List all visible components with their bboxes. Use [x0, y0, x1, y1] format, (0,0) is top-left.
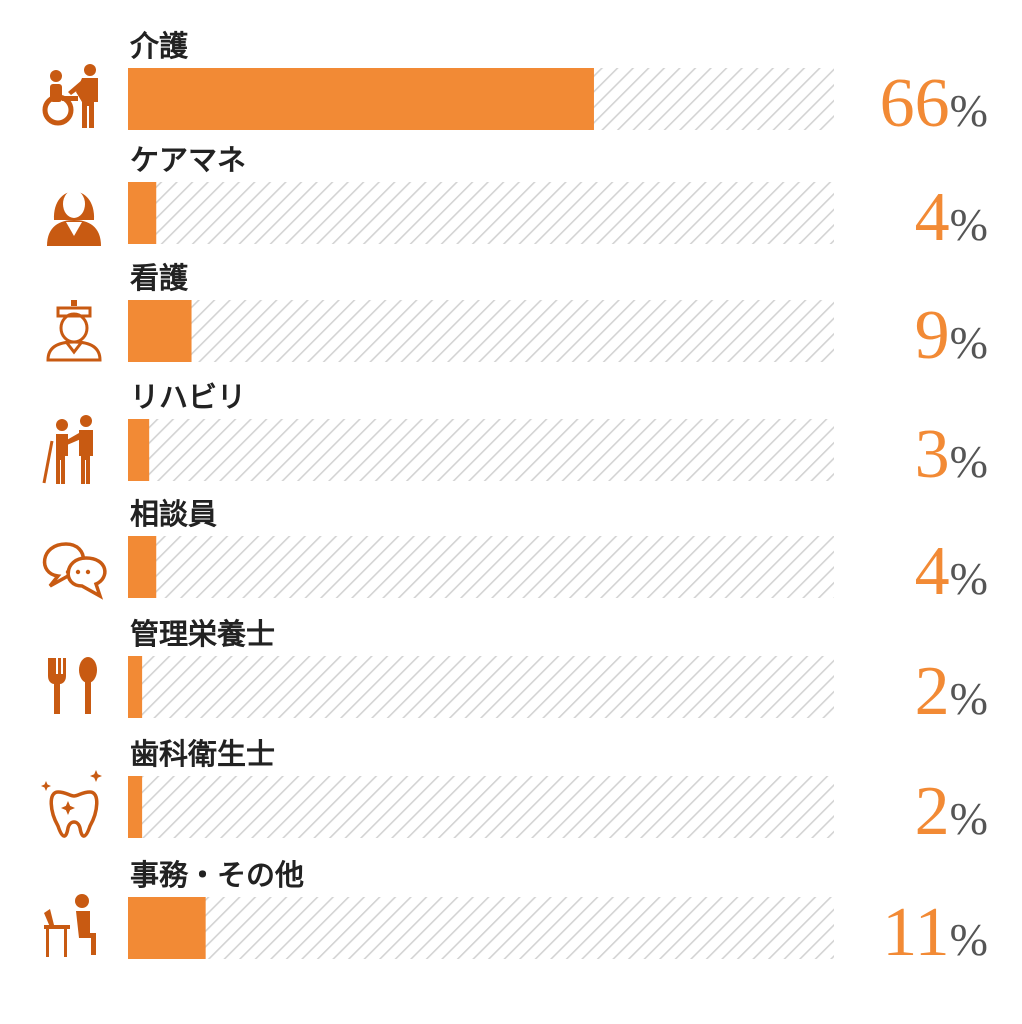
- bar: [128, 897, 206, 959]
- category-label: 相談員: [130, 497, 217, 531]
- value-label: 4%: [915, 179, 988, 256]
- nurse-icon: [46, 300, 102, 362]
- category-label: 歯科衛生士: [130, 737, 275, 771]
- bar: [128, 419, 150, 481]
- value-label: 2%: [915, 653, 988, 730]
- bar: [128, 656, 143, 718]
- bar-track: [128, 419, 834, 481]
- category-label: リハビリ: [130, 380, 246, 414]
- value-label: 66%: [880, 65, 988, 142]
- bar-row: 看護 9%: [46, 261, 988, 374]
- female-staff-icon: [47, 190, 101, 246]
- value-label: 3%: [915, 416, 988, 493]
- bar-track: [128, 300, 834, 362]
- chat-bubbles-icon: [42, 542, 107, 600]
- bar: [128, 68, 594, 130]
- bar-track: [128, 897, 834, 959]
- bar-track: [128, 536, 834, 598]
- bar-row: 事務・その他 11%: [44, 858, 988, 971]
- bar-row: 歯科衛生士 2%: [41, 737, 988, 850]
- bar-row: ケアマネ 4%: [47, 143, 988, 256]
- bar: [128, 182, 157, 244]
- category-label: ケアマネ: [130, 143, 246, 177]
- value-label: 4%: [915, 533, 988, 610]
- fork-spoon-icon: [48, 657, 97, 714]
- bar-track: [128, 776, 834, 838]
- category-label: 介護: [129, 29, 189, 63]
- bar-track: [128, 656, 834, 718]
- bar-row: リハビリ 3%: [42, 380, 988, 493]
- bar: [128, 536, 157, 598]
- category-label: 管理栄養士: [130, 617, 275, 651]
- value-label: 11%: [882, 894, 988, 971]
- value-label: 2%: [915, 773, 988, 850]
- bar-row: 相談員 4%: [42, 497, 988, 610]
- bar: [128, 776, 143, 838]
- wheelchair-caregiver-icon: [42, 64, 98, 128]
- bar-track: [128, 182, 834, 244]
- bar-row: 管理栄養士 2%: [48, 617, 988, 730]
- bar: [128, 300, 192, 362]
- tooth-sparkle-icon: [41, 770, 102, 838]
- rehab-walking-icon: [42, 415, 93, 484]
- bar-row: 介護 66%: [42, 29, 988, 142]
- value-label: 9%: [915, 297, 988, 374]
- category-label: 看護: [130, 261, 189, 295]
- desk-worker-icon: [44, 894, 96, 957]
- category-label: 事務・その他: [130, 858, 304, 892]
